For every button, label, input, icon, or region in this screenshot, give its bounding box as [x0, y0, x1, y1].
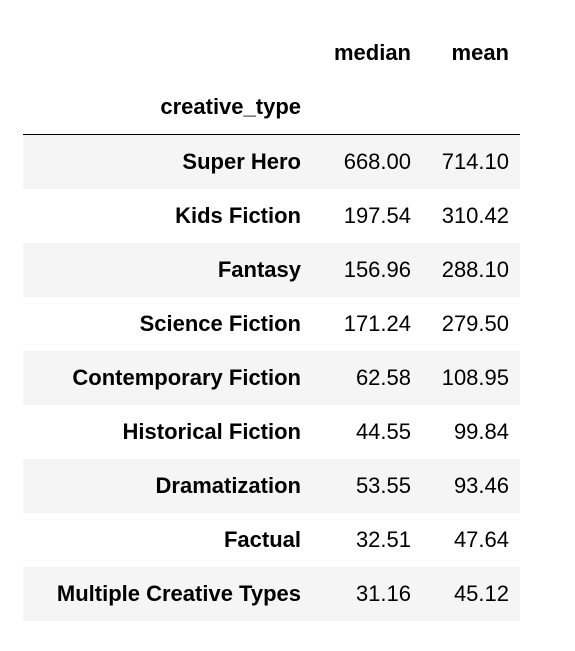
dataframe-table: median mean creative_type Super Hero 668…: [23, 26, 520, 621]
table-row: Dramatization 53.55 93.46: [23, 459, 520, 513]
row-label: Factual: [223, 527, 301, 552]
median-value: 31.16: [355, 581, 411, 606]
mean-value: 310.42: [441, 203, 509, 228]
table-row: Multiple Creative Types 31.16 45.12: [23, 567, 520, 621]
index-header-row: creative_type: [23, 80, 520, 135]
median-value: 62.58: [355, 365, 411, 390]
median-value: 668.00: [343, 149, 411, 174]
mean-value: 108.95: [441, 365, 509, 390]
median-value: 156.96: [343, 257, 411, 282]
row-label: Multiple Creative Types: [56, 581, 301, 606]
median-value: 197.54: [343, 203, 411, 228]
table-row: Factual 32.51 47.64: [23, 513, 520, 567]
median-value: 171.24: [343, 311, 411, 336]
table-row: Contemporary Fiction 62.58 108.95: [23, 351, 520, 405]
row-label: Dramatization: [155, 473, 301, 498]
table-row: Kids Fiction 197.54 310.42: [23, 189, 520, 243]
mean-value: 714.10: [441, 149, 509, 174]
row-label: Science Fiction: [139, 311, 301, 336]
index-name-header: creative_type: [160, 94, 301, 119]
mean-value: 45.12: [453, 581, 509, 606]
table-row: Fantasy 156.96 288.10: [23, 243, 520, 297]
table-row: Science Fiction 171.24 279.50: [23, 297, 520, 351]
median-value: 53.55: [355, 473, 411, 498]
mean-value: 99.84: [453, 419, 509, 444]
row-label: Kids Fiction: [175, 203, 301, 228]
row-label: Historical Fiction: [122, 419, 301, 444]
column-header-median: median: [333, 40, 411, 65]
row-label: Fantasy: [217, 257, 301, 282]
median-value: 44.55: [355, 419, 411, 444]
column-header-row: median mean: [23, 26, 520, 80]
row-label: Super Hero: [182, 149, 301, 174]
mean-value: 288.10: [441, 257, 509, 282]
table-row: Historical Fiction 44.55 99.84: [23, 405, 520, 459]
table-row: Super Hero 668.00 714.10: [23, 135, 520, 189]
column-header-mean: mean: [451, 40, 509, 65]
mean-value: 279.50: [441, 311, 509, 336]
mean-value: 93.46: [453, 473, 509, 498]
row-label: Contemporary Fiction: [72, 365, 301, 390]
mean-value: 47.64: [453, 527, 509, 552]
median-value: 32.51: [355, 527, 411, 552]
